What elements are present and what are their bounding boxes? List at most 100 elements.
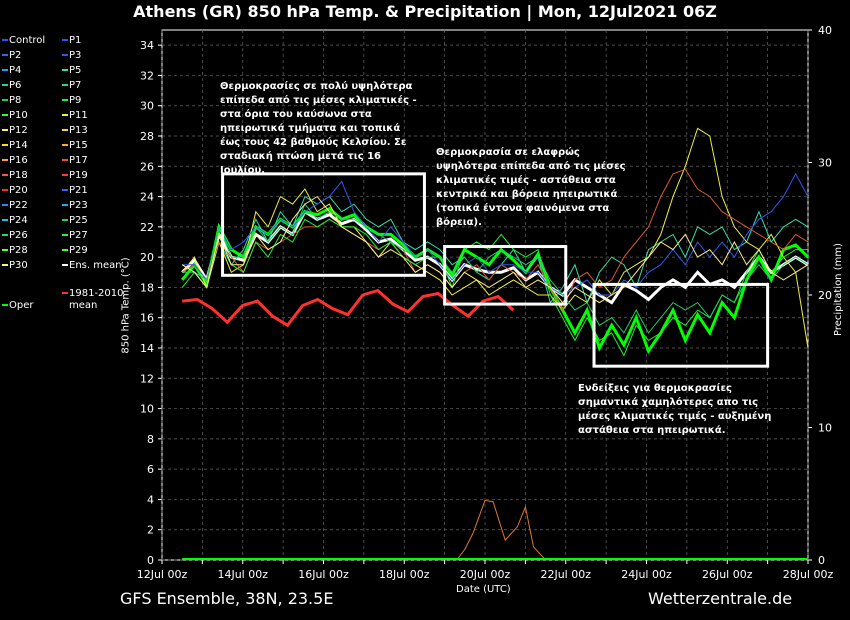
- legend-label: P25: [69, 215, 88, 226]
- legend-swatch: [2, 264, 8, 266]
- legend-label: P28: [9, 245, 28, 256]
- legend-swatch: [2, 189, 8, 191]
- legend-swatch: [62, 39, 68, 41]
- y-tick-label: 16: [140, 312, 154, 325]
- legend-swatch: [62, 219, 68, 221]
- series-line-1981-2010-mean: [182, 288, 515, 328]
- legend-entry: Control: [2, 35, 45, 47]
- legend-label: P6: [9, 80, 22, 91]
- annotation-cooling: Ενδείξεις για θερμοκρασίες σημαντικά χαμ…: [578, 383, 772, 436]
- y-tick-label: 20: [140, 251, 154, 264]
- y-tick-label: 14: [140, 342, 154, 355]
- legend-label: P14: [9, 140, 28, 151]
- legend-swatch: [62, 114, 68, 116]
- legend-swatch: [2, 69, 8, 71]
- series-line-p3: [182, 172, 809, 296]
- legend-entry: P17: [62, 155, 88, 167]
- legend-swatch: [62, 264, 68, 266]
- legend-label: P17: [69, 155, 88, 166]
- legend-swatch: [2, 114, 8, 116]
- y-tick-label: 24: [140, 191, 154, 204]
- legend-label: P13: [69, 125, 88, 136]
- y-tick-label: 32: [140, 69, 154, 82]
- annotation-box-2: [443, 245, 568, 306]
- y-tick-label: 6: [147, 463, 154, 476]
- legend-swatch: [2, 304, 8, 306]
- series-line-p30: [181, 195, 809, 304]
- legend-label: P8: [9, 95, 22, 106]
- source-credit: Wetterzentrale.de: [648, 589, 793, 608]
- x-tick-label: 12Jul 00z: [137, 568, 188, 581]
- x-tick-label: 22Jul 00z: [540, 568, 591, 581]
- legend-swatch: [62, 204, 68, 206]
- y-tick-label: 4: [147, 493, 154, 506]
- legend-label: Control: [9, 35, 46, 46]
- y-axis-label: 850 hPa Temp. (°C): [120, 257, 132, 354]
- legend-entry: P4: [2, 65, 21, 77]
- y-tick-label: 18: [140, 281, 154, 294]
- model-info: GFS Ensemble, 38N, 23.5E: [120, 589, 334, 608]
- legend-swatch: [62, 174, 68, 176]
- legend-entry: P6: [2, 80, 21, 92]
- legend-swatch: [62, 234, 68, 236]
- y-tick-label: 0: [147, 554, 154, 567]
- legend-entry: P9: [62, 95, 81, 107]
- legend-swatch: [2, 99, 8, 101]
- y-tick-label: 30: [140, 100, 154, 113]
- legend-entry: Oper: [2, 300, 33, 312]
- legend-swatch: [62, 189, 68, 191]
- legend-entry: P2: [2, 50, 21, 62]
- legend-entry: P20: [2, 185, 28, 197]
- legend-entry: P3: [62, 50, 81, 62]
- legend-entry: P8: [2, 95, 21, 107]
- legend-label: P9: [69, 95, 82, 106]
- y-tick-label: 2: [147, 524, 154, 537]
- legend-label: P21: [69, 185, 88, 196]
- legend-label: P24: [9, 215, 28, 226]
- legend-swatch: [2, 54, 8, 56]
- legend-swatch: [62, 69, 68, 71]
- legend-swatch: [2, 144, 8, 146]
- legend-entry: P1: [62, 35, 81, 47]
- x-tick-label: 14Jul 00z: [217, 568, 268, 581]
- legend-entry: P7: [62, 80, 81, 92]
- legend-entry: P22: [2, 200, 28, 212]
- y-tick-label: 12: [140, 372, 154, 385]
- legend-swatch: [62, 84, 68, 86]
- x-tick-label: 26Jul 00z: [702, 568, 753, 581]
- legend-swatch: [2, 129, 8, 131]
- legend-swatch: [2, 234, 8, 236]
- legend-entry: P28: [2, 245, 28, 257]
- legend-label: P20: [9, 185, 28, 196]
- legend-swatch: [2, 84, 8, 86]
- legend-entry: P10: [2, 110, 28, 122]
- legend-swatch: [2, 39, 8, 41]
- legend-label: P1: [69, 35, 82, 46]
- y-tick-label: 28: [140, 130, 154, 143]
- legend-swatch: [62, 129, 68, 131]
- legend-swatch: [62, 99, 68, 101]
- annotation-box-1: [221, 172, 426, 277]
- series-line-p11: [181, 127, 809, 349]
- legend-label: P11: [69, 110, 88, 121]
- y2-tick-label: 30: [818, 157, 832, 170]
- legend-entry: P26: [2, 230, 28, 242]
- legend-label: P2: [9, 50, 22, 61]
- legend-entry: P15: [62, 140, 88, 152]
- legend-label: P18: [9, 170, 28, 181]
- legend-entry: P16: [2, 155, 28, 167]
- legend-label: P19: [69, 170, 88, 181]
- legend-label: P12: [9, 125, 28, 136]
- x-tick-label: 16Jul 00z: [298, 568, 349, 581]
- legend-swatch: [2, 174, 8, 176]
- legend-entry: P18: [2, 170, 28, 182]
- legend-label: P30: [9, 260, 28, 271]
- x-tick-label: 28Jul 00z: [783, 568, 834, 581]
- annotation-heatwave: Θερμοκρασίες σε πολύ υψηλότερα επίπεδα α…: [220, 81, 417, 176]
- legend-entry: P21: [62, 185, 88, 197]
- legend-entry: P19: [62, 170, 88, 182]
- legend-swatch: [62, 144, 68, 146]
- legend-entry: P25: [62, 215, 88, 227]
- legend-label: Ens. mean: [69, 260, 122, 271]
